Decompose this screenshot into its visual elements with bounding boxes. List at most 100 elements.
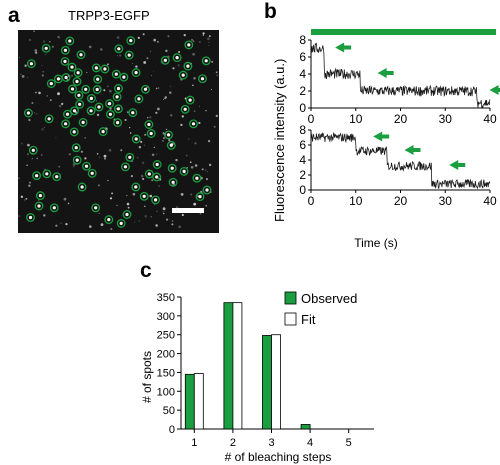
noise-speck <box>25 198 28 200</box>
noise-speck <box>42 40 46 43</box>
spot-core <box>29 62 33 66</box>
noise-speck <box>111 192 114 195</box>
noise-speck <box>71 74 73 77</box>
microscopy-panel <box>18 30 219 233</box>
step-arrow <box>373 131 390 142</box>
bar-y-tick-label: 50 <box>163 405 175 417</box>
noise-speck <box>184 172 186 174</box>
spot-core <box>204 59 208 63</box>
noise-speck <box>116 204 118 206</box>
spot-core <box>134 71 138 75</box>
spot-core <box>198 195 202 199</box>
noise-speck <box>155 153 158 155</box>
trace-x-tick-label: 20 <box>394 112 408 126</box>
spot-circle <box>151 195 161 205</box>
spot-core <box>114 72 118 76</box>
noise-speck <box>166 218 169 221</box>
spot-circle <box>152 172 162 182</box>
spot-circle <box>46 79 56 89</box>
spot-circle <box>113 118 123 128</box>
noise-speck <box>61 102 64 105</box>
bar-observed <box>300 424 311 430</box>
noise-speck <box>109 197 113 200</box>
noise-speck <box>104 157 106 160</box>
spot-core <box>45 172 49 176</box>
spot-circle <box>201 56 211 66</box>
noise-speck <box>143 144 145 146</box>
spot-circle <box>68 84 77 94</box>
noise-speck <box>201 168 204 171</box>
spot-circle <box>60 45 70 55</box>
panel-label-a: a <box>8 4 20 27</box>
noise-speck <box>158 185 160 187</box>
noise-speck <box>208 45 210 47</box>
noise-speck <box>106 85 109 88</box>
trace-y-tick-label: 6 <box>299 50 306 64</box>
noise-speck <box>100 223 104 227</box>
noise-speck <box>162 139 164 142</box>
noise-speck <box>208 35 211 38</box>
trace-x-tick-label: 30 <box>439 112 453 126</box>
spot-core <box>142 194 146 198</box>
spot-core <box>63 59 67 64</box>
noise-speck <box>202 34 205 36</box>
spot-core <box>84 164 89 168</box>
noise-speck <box>162 132 165 135</box>
noise-speck <box>100 48 103 51</box>
noise-speck <box>33 30 35 32</box>
noise-speck <box>202 32 205 35</box>
step-arrow <box>404 145 421 155</box>
scale-bar <box>172 208 204 213</box>
noise-speck <box>164 96 167 99</box>
noise-speck <box>36 157 39 160</box>
illumination-bar <box>311 29 496 35</box>
noise-speck <box>49 40 51 43</box>
noise-speck <box>31 102 34 104</box>
noise-speck <box>58 165 61 168</box>
noise-speck <box>141 161 145 165</box>
spot-core <box>116 86 121 91</box>
noise-speck <box>158 177 160 180</box>
spot-circle <box>94 102 104 112</box>
spot-core <box>94 206 98 210</box>
trace-y-axis-label: Fluorescence intensity (a.u.) <box>272 59 287 222</box>
noise-speck <box>215 71 218 74</box>
trace-x-tick-label: 40 <box>483 194 497 208</box>
spot-circle <box>44 114 54 124</box>
trace-x-tick-label: 0 <box>308 112 315 126</box>
noise-speck <box>126 111 129 114</box>
trace-y-tick-label: 8 <box>299 33 306 47</box>
spot-circle <box>131 134 141 144</box>
spot-circle <box>146 129 156 138</box>
trace-y-tick-label: 6 <box>299 138 306 152</box>
trace-y-tick-label: 0 <box>299 183 306 197</box>
spot-circle <box>60 56 70 66</box>
spot-core <box>55 175 59 179</box>
spot-core <box>63 48 67 52</box>
spot-circle <box>78 117 88 127</box>
noise-speck <box>146 116 149 119</box>
noise-speck <box>89 225 92 228</box>
noise-speck <box>208 163 212 167</box>
noise-speck <box>46 95 48 97</box>
spot-core <box>97 105 101 109</box>
spot-core <box>167 133 171 137</box>
spot-core <box>205 188 209 192</box>
spot-circle <box>32 171 42 181</box>
spot-core <box>155 175 159 179</box>
spot-circle <box>93 74 103 84</box>
noise-speck <box>20 142 23 145</box>
spot-core <box>94 66 98 70</box>
spot-circle <box>125 152 135 162</box>
spot-circle <box>160 55 170 65</box>
noise-speck <box>142 178 145 180</box>
noise-speck <box>42 71 44 73</box>
noise-speck <box>27 143 30 147</box>
spot-core <box>35 174 39 178</box>
noise-speck <box>157 40 159 43</box>
noise-speck <box>153 70 155 72</box>
noise-speck <box>96 113 100 117</box>
noise-speck <box>98 156 101 159</box>
spot-core <box>44 46 48 50</box>
spot-circle <box>61 119 71 129</box>
